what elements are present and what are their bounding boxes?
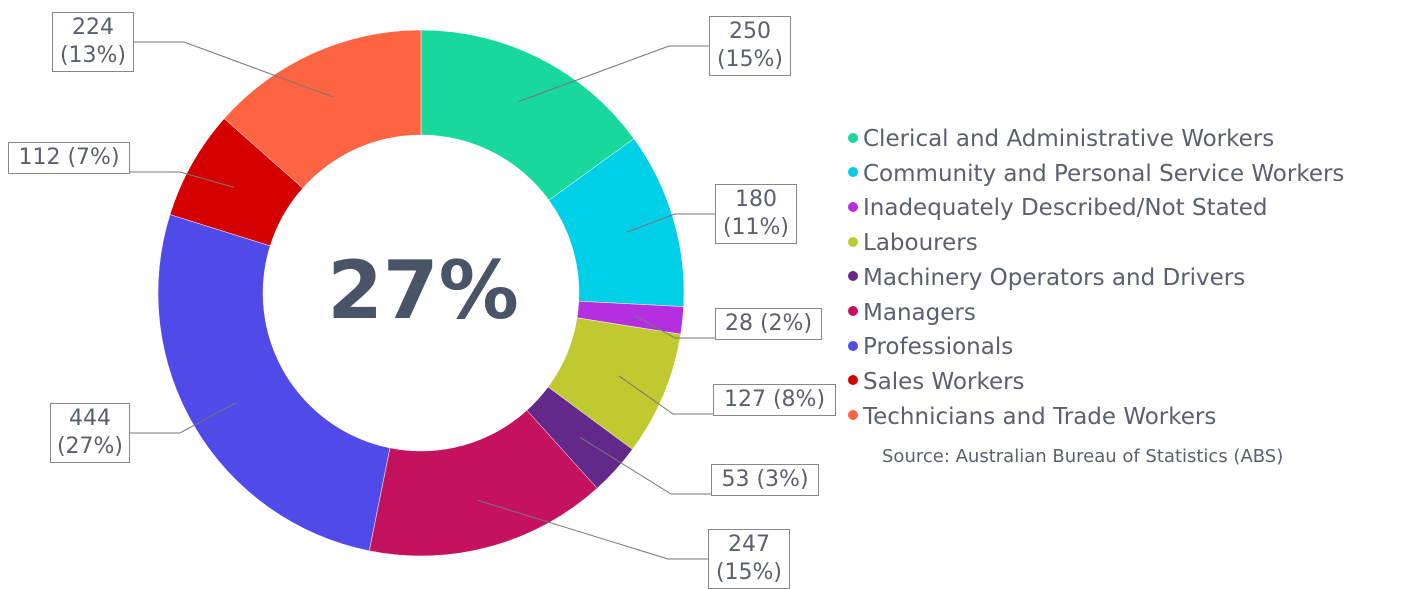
legend-item: Inadequately Described/Not Stated <box>848 195 1267 221</box>
legend-item: Machinery Operators and Drivers <box>848 265 1245 291</box>
leader-line <box>518 45 709 102</box>
legend-marker <box>848 201 858 212</box>
value-label: 247 (15%) <box>708 529 790 589</box>
leader-line <box>477 499 708 560</box>
legend-label: Machinery Operators and Drivers <box>863 264 1246 291</box>
leader-line <box>626 213 715 233</box>
legend-marker <box>848 340 858 351</box>
legend-label: Community and Personal Service Workers <box>863 160 1345 187</box>
legend-item: Community and Personal Service Workers <box>848 161 1344 187</box>
legend-label: Professionals <box>863 334 1014 361</box>
legend-item: Sales Workers <box>848 369 1025 395</box>
legend-marker <box>848 167 858 178</box>
value-label: 224 (13%) <box>52 12 134 72</box>
source: Source: Australian Bureau of Statistics … <box>882 446 1284 467</box>
value-label: 180 (11%) <box>715 184 797 244</box>
legend-item: Professionals <box>848 334 1013 360</box>
donut-segment <box>157 214 391 552</box>
legend-marker <box>848 306 858 316</box>
legend-label: Managers <box>863 299 976 326</box>
leader-line <box>579 437 711 495</box>
leader-line <box>130 402 237 434</box>
legend-item: Labourers <box>848 230 978 256</box>
legend-label: Inadequately Described/Not Stated <box>863 195 1268 222</box>
legend-marker <box>848 236 858 247</box>
legend-item: Clerical and Administrative Workers <box>848 126 1274 152</box>
value-label: 28 (2%) <box>715 308 822 340</box>
value-label: 250 (15%) <box>709 16 791 76</box>
value-label: 444 (27%) <box>50 403 130 463</box>
value-label: 127 (8%) <box>713 384 836 416</box>
legend-label: Technicians and Trade Workers <box>863 403 1217 430</box>
leader-line <box>130 171 234 188</box>
legend-marker <box>848 271 858 282</box>
value-label: 53 (3%) <box>711 464 819 496</box>
legend-label: Clerical and Administrative Workers <box>863 126 1275 152</box>
legend-item: Technicians and Trade Workers <box>848 404 1216 430</box>
leader-line <box>634 315 715 339</box>
value-label: 112 (7%) <box>8 142 130 174</box>
leader-line <box>134 41 333 98</box>
legend-marker <box>848 132 858 143</box>
legend-label: Labourers <box>863 230 978 257</box>
legend-marker <box>848 375 858 386</box>
legend-label: Sales Workers <box>863 368 1025 395</box>
legend-marker <box>848 410 858 421</box>
center-label: 27% <box>327 244 518 337</box>
legend-item: Managers <box>848 300 976 326</box>
leader-line <box>618 375 713 415</box>
